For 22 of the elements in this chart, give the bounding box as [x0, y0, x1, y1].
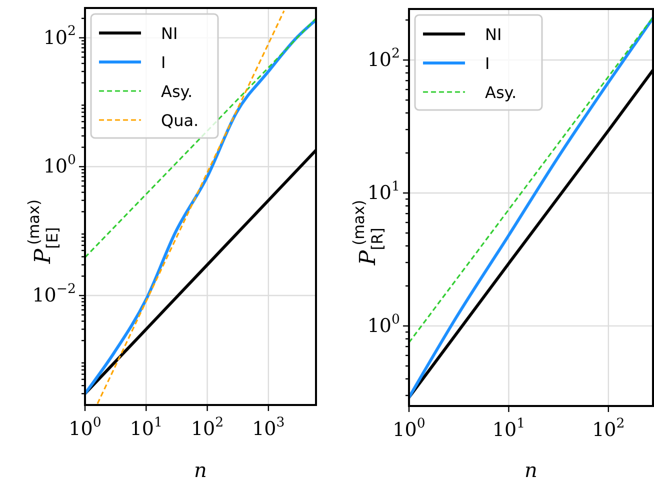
legend-label: I [485, 54, 490, 73]
legend-label: Asy. [485, 83, 517, 102]
y-tick-label: 10$^{1}$ [367, 179, 400, 204]
x-tick-label: 10$^{2}$ [592, 416, 625, 441]
legend-label: NI [161, 24, 178, 43]
y-tick-label: 10$^{0}$ [367, 312, 400, 337]
x-axis-title: n [194, 458, 207, 482]
x-tick-label: 10$^{0}$ [68, 415, 102, 440]
y-tick-label: 10$^{2}$ [43, 24, 76, 49]
x-tick-label: 10$^{2}$ [190, 415, 224, 440]
legend-label: NI [485, 25, 502, 44]
y-tick-label: 10$^{0}$ [43, 153, 76, 178]
y-tick-label: 10$^{−2}$ [32, 282, 76, 307]
legend-label: Qua. [161, 111, 199, 130]
x-axis-title: n [524, 458, 538, 482]
y-tick-label: 10$^{2}$ [367, 46, 400, 72]
x-tick-label: 10$^{0}$ [392, 416, 426, 441]
legend-label: I [161, 53, 166, 72]
x-tick-label: 10$^{1}$ [130, 415, 162, 440]
x-tick-label: 10$^{1}$ [492, 416, 526, 441]
x-tick-label: 10$^{3}$ [252, 415, 285, 440]
legend-label: Asy. [161, 82, 193, 101]
